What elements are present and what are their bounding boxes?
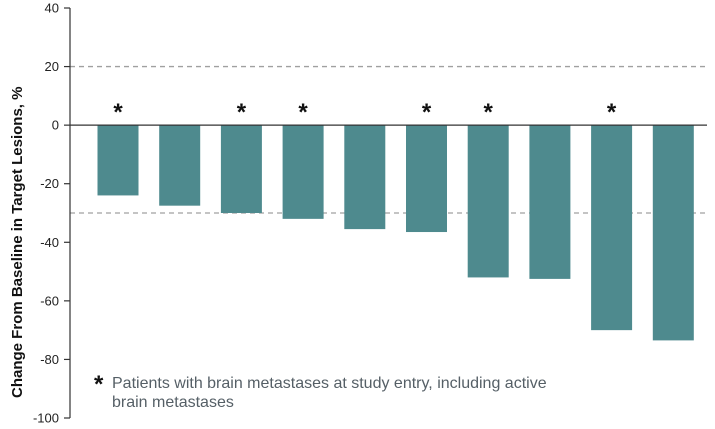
y-axis-label: Change From Baseline in Target Lesions, … [9, 87, 26, 398]
y-tick-label: -80 [40, 352, 59, 367]
brain-metastases-markers: * * * * * * [113, 99, 617, 126]
bar [591, 125, 633, 331]
bar [529, 125, 571, 279]
brain-metastases-marker: * [113, 99, 123, 126]
footnote-symbol: * [94, 371, 104, 398]
y-tick-label: 40 [45, 1, 59, 16]
bar [652, 125, 694, 341]
y-tick-label: 0 [52, 118, 59, 133]
brain-metastases-marker: * [298, 99, 308, 126]
footnote: * Patients with brain metastases at stud… [94, 371, 564, 412]
bar [159, 125, 201, 206]
brain-metastases-marker: * [607, 99, 617, 126]
bars [97, 125, 694, 341]
bar [467, 125, 509, 278]
brain-metastases-marker: * [237, 99, 247, 126]
bar [97, 125, 139, 196]
bar [220, 125, 262, 213]
y-tick-label: -40 [40, 235, 59, 250]
y-tick-label: 20 [45, 59, 59, 74]
y-tick-label: -20 [40, 176, 59, 191]
bar [344, 125, 386, 230]
bar [406, 125, 447, 233]
brain-metastases-marker: * [484, 99, 494, 126]
y-axis: 40 20 0 -20 -40 -60 -80 -100 [33, 1, 707, 426]
y-tick-label: -100 [33, 411, 59, 426]
brain-metastases-marker: * [422, 99, 432, 126]
reference-lines [70, 65, 707, 214]
bar [282, 125, 324, 219]
footnote-text: Patients with brain metastases at study … [112, 375, 547, 411]
y-tick-label: -60 [40, 293, 59, 308]
